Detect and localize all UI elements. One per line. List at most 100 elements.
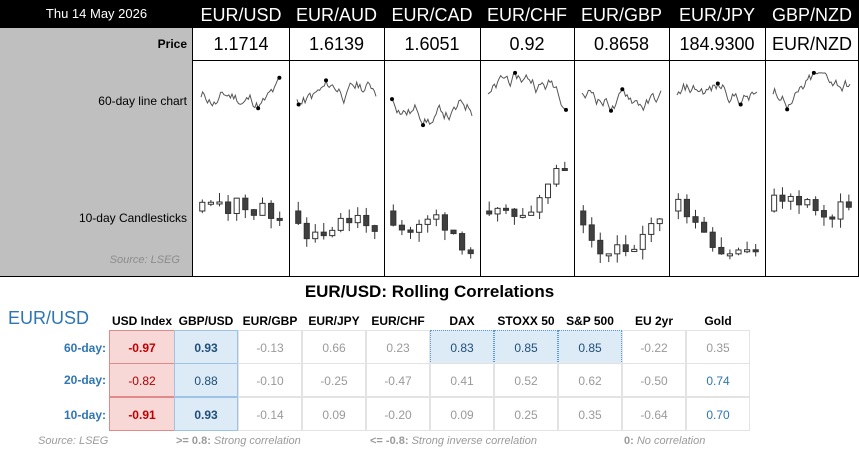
pair-header-eurusd[interactable]: EUR/USD xyxy=(200,5,282,25)
col-header-gold: Gold xyxy=(704,314,732,328)
candlestick-body xyxy=(371,225,378,232)
candlestick-body xyxy=(398,224,405,231)
corr-cell: -0.20 xyxy=(366,397,430,431)
candlestick-body xyxy=(796,195,803,206)
candlestick-body xyxy=(303,222,310,240)
row-label-column: Price 60-day line chart 10-day Candlesti… xyxy=(0,28,193,277)
corr-cell: 0.74 xyxy=(686,363,750,397)
pair-header-eurgbp[interactable]: EUR/GBP xyxy=(580,5,663,25)
sparkline-marker xyxy=(296,102,301,107)
legend-strong: >= 0.8: Strong correlation xyxy=(176,435,301,447)
candlestick-body xyxy=(346,217,353,224)
price-eurjpy: 184.9300 xyxy=(679,34,755,54)
correlations-title: EUR/USD: Rolling Correlations xyxy=(304,282,555,301)
grid-line xyxy=(765,28,766,277)
sparkline-marker xyxy=(256,106,261,111)
candlestick-body xyxy=(683,198,690,218)
candlestick-body xyxy=(812,199,819,212)
candlestick-body xyxy=(631,248,638,253)
sparkline-marker xyxy=(390,97,394,102)
sparkline-marker xyxy=(324,78,329,83)
candlestick-body xyxy=(771,194,778,212)
corr-cell: 0.85 xyxy=(558,330,622,364)
candlestick-body xyxy=(486,210,493,215)
legend-inverse-text: Strong inverse correlation xyxy=(411,435,537,447)
legend-strong-text: Strong correlation xyxy=(213,435,301,447)
candlestick-body xyxy=(519,214,526,218)
candlestick-body xyxy=(450,229,457,235)
sparkline-line xyxy=(676,82,758,106)
footer-source: Source: LSEG xyxy=(38,435,109,447)
grid-line xyxy=(574,28,575,277)
pair-header-eurjpy[interactable]: EUR/JPY xyxy=(678,5,756,25)
corr-cell: 0.25 xyxy=(494,397,558,431)
col-header-eurchf: EUR/CHF xyxy=(371,314,425,328)
price-row-label: Price xyxy=(157,37,187,51)
legend-none-key: 0: xyxy=(624,435,634,447)
candlestick-body xyxy=(648,223,655,235)
corr-cell: -0.47 xyxy=(366,363,430,397)
candlestick-body xyxy=(233,197,240,214)
source-label: Source: LSEG xyxy=(109,254,180,266)
legend-none-text: No correlation xyxy=(636,435,706,447)
corr-cell: 0.85 xyxy=(494,330,558,364)
candlestick-body xyxy=(536,197,543,213)
sparkline-line xyxy=(581,88,662,112)
pair-header-eurchf[interactable]: EUR/CHF xyxy=(487,5,567,25)
grid-line xyxy=(289,28,290,277)
candlestick-body xyxy=(329,229,336,237)
corr-cell: 0.52 xyxy=(494,363,558,397)
legend-strong-key: >= 0.8: xyxy=(176,435,211,447)
candlestick-body xyxy=(259,202,266,216)
sparkline-line xyxy=(487,72,567,111)
candlestick-body xyxy=(845,201,852,208)
pair-header-eurcad[interactable]: EUR/CAD xyxy=(391,5,473,25)
price-eurcad: 1.6051 xyxy=(404,34,460,54)
sparkline-marker xyxy=(785,107,790,112)
candlestick-body xyxy=(312,231,319,240)
candlestick-body xyxy=(614,244,621,255)
price-gbpnzd: EUR/NZD xyxy=(772,34,852,54)
candlestick-body xyxy=(441,214,448,231)
pair-header-gbpnzd[interactable]: GBP/NZD xyxy=(771,5,852,25)
date-label: Thu 14 May 2026 xyxy=(45,6,148,21)
candlestick-body xyxy=(726,253,733,257)
sparkline-marker xyxy=(715,81,720,86)
corr-cell: -0.82 xyxy=(109,363,175,397)
candlestick-body xyxy=(363,214,370,227)
col-header-eurgbp: EUR/GBP xyxy=(242,314,298,328)
candlestick-body xyxy=(735,249,742,255)
corr-cell: 0.66 xyxy=(302,330,366,364)
col-header-sp500: S&P 500 xyxy=(566,314,614,328)
sparkline-line xyxy=(391,98,473,127)
candlestick-body xyxy=(588,224,595,241)
candlestick-body xyxy=(216,201,223,205)
sparkline-marker xyxy=(811,70,816,75)
candlestick-body xyxy=(820,210,827,218)
candlestick-body xyxy=(242,197,249,211)
candlestick-body xyxy=(779,194,786,202)
candlestick-body xyxy=(837,201,844,220)
corr-cell: 0.93 xyxy=(174,397,238,431)
candlestick-body xyxy=(692,216,699,223)
sparkline-marker xyxy=(421,123,426,128)
sparkline-marker xyxy=(564,107,568,112)
corr-cell: 0.93 xyxy=(174,330,238,364)
candlestick-body xyxy=(561,168,568,172)
pair-header-euraud[interactable]: EUR/AUD xyxy=(295,5,377,25)
candlestick-body xyxy=(295,210,302,224)
candlestick-body xyxy=(320,231,327,237)
row-label-60-day: 60-day: xyxy=(63,341,106,355)
corr-cell: 0.09 xyxy=(302,397,366,431)
corr-cell: -0.10 xyxy=(238,363,302,397)
sparkline-marker xyxy=(609,108,614,113)
candlestick-body xyxy=(467,249,474,255)
sparkline-marker xyxy=(513,70,518,75)
sparkline-line xyxy=(200,77,282,110)
candlestick-body xyxy=(752,249,759,253)
corr-cell: -0.25 xyxy=(302,363,366,397)
corr-cell: 0.41 xyxy=(430,363,494,397)
candlestick-body xyxy=(787,195,794,202)
col-header-eu2yr: EU 2yr xyxy=(634,314,674,328)
candlestick-body xyxy=(354,214,361,224)
